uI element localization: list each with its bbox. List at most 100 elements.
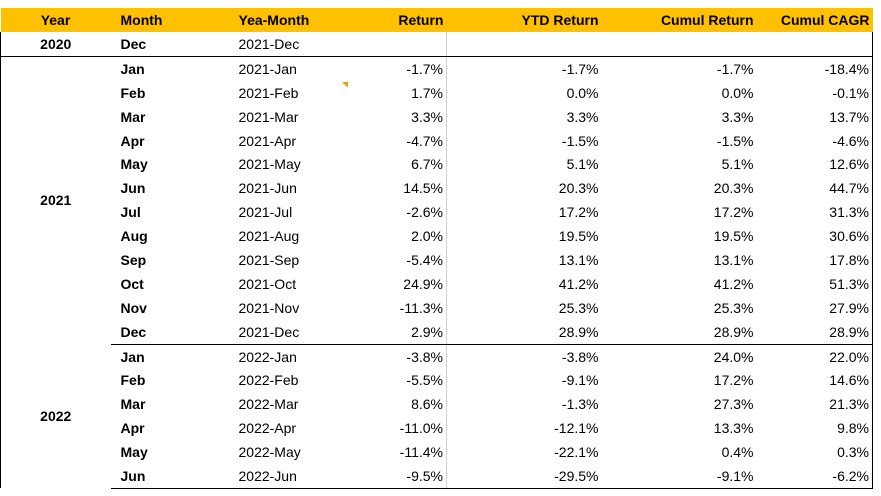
cumul-cagr-cell[interactable]: 30.6% bbox=[756, 224, 873, 249]
ytd-return-cell[interactable]: -3.8% bbox=[561, 348, 599, 365]
cumul-cagr-cell[interactable]: -6.2% bbox=[756, 464, 873, 489]
cumul-return-cell[interactable]: 24.0% bbox=[713, 348, 754, 365]
month-cell[interactable]: Oct bbox=[120, 275, 144, 292]
month-cell[interactable]: Apr bbox=[120, 420, 145, 437]
ytd-return-cell[interactable]: -12.1% bbox=[554, 420, 599, 437]
cumul-cagr-cell[interactable]: 13.7% bbox=[756, 104, 873, 129]
cumul-cagr-cell[interactable]: 0.3% bbox=[756, 440, 873, 465]
header-month[interactable]: Month bbox=[110, 8, 229, 32]
ytd-return-cell[interactable]: 20.3% bbox=[558, 180, 599, 197]
month-cell[interactable]: Nov bbox=[120, 299, 147, 316]
ytd-return-cell[interactable]: 17.2% bbox=[558, 204, 599, 221]
cumul-return-cell[interactable]: 27.3% bbox=[713, 396, 754, 413]
cumul-cagr-cell[interactable]: 9.8% bbox=[756, 416, 873, 441]
return-cell[interactable]: -9.5% bbox=[346, 464, 447, 489]
month-cell[interactable]: May bbox=[120, 156, 148, 173]
year-month-cell[interactable]: 2021-Jul bbox=[238, 204, 293, 221]
cumul-cagr-cell[interactable]: 31.3% bbox=[756, 200, 873, 225]
ytd-return-cell[interactable]: -22.1% bbox=[554, 444, 599, 461]
cumul-return-cell[interactable]: -1.7% bbox=[716, 60, 754, 77]
header-cumul-cagr[interactable]: Cumul CAGR bbox=[756, 8, 873, 32]
month-cell[interactable]: Dec bbox=[110, 32, 229, 57]
header-return[interactable]: Return bbox=[346, 8, 447, 32]
cumul-return-cell[interactable]: 3.3% bbox=[721, 108, 754, 125]
cumul-cagr-cell[interactable]: -4.6% bbox=[756, 128, 873, 153]
cumul-cagr-cell[interactable]: 27.9% bbox=[756, 295, 873, 320]
cumul-cagr-cell[interactable]: 28.9% bbox=[756, 319, 873, 345]
cumul-cagr-cell[interactable]: -0.1% bbox=[756, 80, 873, 105]
year-cell[interactable]: 2020 bbox=[0, 32, 111, 57]
header-year-month[interactable]: Yea-Month bbox=[228, 8, 347, 32]
month-cell[interactable]: Feb bbox=[120, 84, 146, 101]
ytd-return-cell[interactable]: -1.7% bbox=[561, 60, 599, 77]
year-month-cell[interactable]: 2022-Mar bbox=[238, 396, 299, 413]
year-month-cell[interactable]: 2021-Apr bbox=[238, 132, 297, 149]
year-month-cell[interactable]: 2022-Feb bbox=[238, 372, 299, 389]
return-cell[interactable]: 2.9% bbox=[346, 319, 447, 345]
return-cell[interactable]: -11.0% bbox=[346, 416, 447, 441]
cumul-return-cell[interactable]: 41.2% bbox=[713, 275, 754, 292]
ytd-return-cell[interactable]: 25.3% bbox=[558, 299, 599, 316]
cumul-return-cell[interactable]: 0.0% bbox=[721, 84, 754, 101]
cumul-return-cell[interactable]: 19.5% bbox=[713, 228, 754, 245]
month-cell[interactable]: Jun bbox=[110, 464, 229, 489]
ytd-return-cell[interactable]: 13.1% bbox=[558, 251, 599, 268]
return-cell[interactable]: 8.6% bbox=[346, 392, 447, 417]
cumul-return-cell[interactable]: 28.9% bbox=[601, 319, 757, 345]
ytd-return-cell[interactable]: -9.1% bbox=[561, 372, 599, 389]
month-cell[interactable]: Jul bbox=[120, 204, 141, 221]
year-month-cell[interactable]: 2021-Aug bbox=[238, 228, 300, 245]
year-month-cell[interactable]: 2022-Jun bbox=[228, 464, 347, 489]
month-cell[interactable]: Mar bbox=[120, 108, 146, 125]
year-month-cell[interactable]: 2021-Sep bbox=[238, 251, 300, 268]
cumul-return-cell[interactable]: 20.3% bbox=[713, 180, 754, 197]
cumul-return-cell[interactable]: 0.4% bbox=[721, 444, 754, 461]
month-cell[interactable]: Jan bbox=[120, 60, 145, 77]
ytd-return-cell[interactable]: -1.5% bbox=[561, 132, 599, 149]
ytd-return-cell[interactable]: 5.1% bbox=[566, 156, 599, 173]
month-cell[interactable]: May bbox=[120, 444, 148, 461]
year-month-cell[interactable]: 2022-Jan bbox=[238, 348, 297, 365]
year-month-cell[interactable]: 2021-Nov bbox=[238, 299, 300, 316]
year-month-cell[interactable]: 2021-Dec bbox=[228, 32, 347, 57]
return-cell[interactable]: -11.4% bbox=[346, 440, 447, 465]
year-month-cell[interactable]: 2021-Jun bbox=[238, 180, 297, 197]
return-cell[interactable]: -5.5% bbox=[346, 368, 447, 393]
return-cell[interactable]: -4.7% bbox=[346, 128, 447, 153]
return-cell[interactable]: -5.4% bbox=[346, 248, 447, 272]
cumul-return-cell[interactable]: 17.2% bbox=[713, 372, 754, 389]
header-cumul-return[interactable]: Cumul Return bbox=[601, 8, 757, 32]
return-cell[interactable]: -3.8% bbox=[346, 344, 447, 369]
month-cell[interactable]: Jan bbox=[120, 348, 145, 365]
cumul-return-cell[interactable]: 13.1% bbox=[713, 251, 754, 268]
return-cell[interactable]: 3.3% bbox=[346, 104, 447, 129]
year-month-cell[interactable]: 2021-Dec bbox=[228, 319, 347, 345]
year-month-cell[interactable]: 2021-Feb bbox=[238, 84, 299, 101]
cumul-cagr-cell[interactable] bbox=[756, 32, 873, 57]
cumul-return-cell[interactable] bbox=[601, 32, 757, 57]
year-cell[interactable]: 2021 bbox=[0, 56, 111, 345]
return-cell[interactable]: -2.6% bbox=[346, 200, 447, 225]
return-cell[interactable]: 1.7% bbox=[346, 80, 447, 105]
return-cell[interactable]: 14.5% bbox=[346, 176, 447, 201]
comment-indicator-icon[interactable] bbox=[342, 82, 348, 88]
ytd-return-cell[interactable]: 0.0% bbox=[566, 84, 599, 101]
cumul-cagr-cell[interactable]: 51.3% bbox=[756, 271, 873, 296]
header-ytd-return[interactable]: YTD Return bbox=[446, 8, 602, 32]
year-cell[interactable]: 2022 bbox=[0, 344, 111, 489]
cumul-cagr-cell[interactable]: -18.4% bbox=[756, 56, 873, 81]
ytd-return-cell[interactable] bbox=[446, 32, 602, 57]
return-cell[interactable]: -1.7% bbox=[346, 56, 447, 81]
ytd-return-cell[interactable]: 3.3% bbox=[566, 108, 599, 125]
month-cell[interactable]: Aug bbox=[120, 228, 148, 245]
cumul-cagr-cell[interactable]: 12.6% bbox=[756, 152, 873, 177]
month-cell[interactable]: Feb bbox=[120, 372, 146, 389]
year-month-cell[interactable]: 2021-Oct bbox=[238, 275, 297, 292]
year-month-cell[interactable]: 2022-May bbox=[238, 444, 301, 461]
cumul-cagr-cell[interactable]: 44.7% bbox=[756, 176, 873, 201]
month-cell[interactable]: Mar bbox=[120, 396, 146, 413]
year-month-cell[interactable]: 2021-Jan bbox=[238, 60, 297, 77]
ytd-return-cell[interactable]: 28.9% bbox=[446, 319, 602, 345]
cumul-return-cell[interactable]: 5.1% bbox=[721, 156, 754, 173]
ytd-return-cell[interactable]: 19.5% bbox=[558, 228, 599, 245]
